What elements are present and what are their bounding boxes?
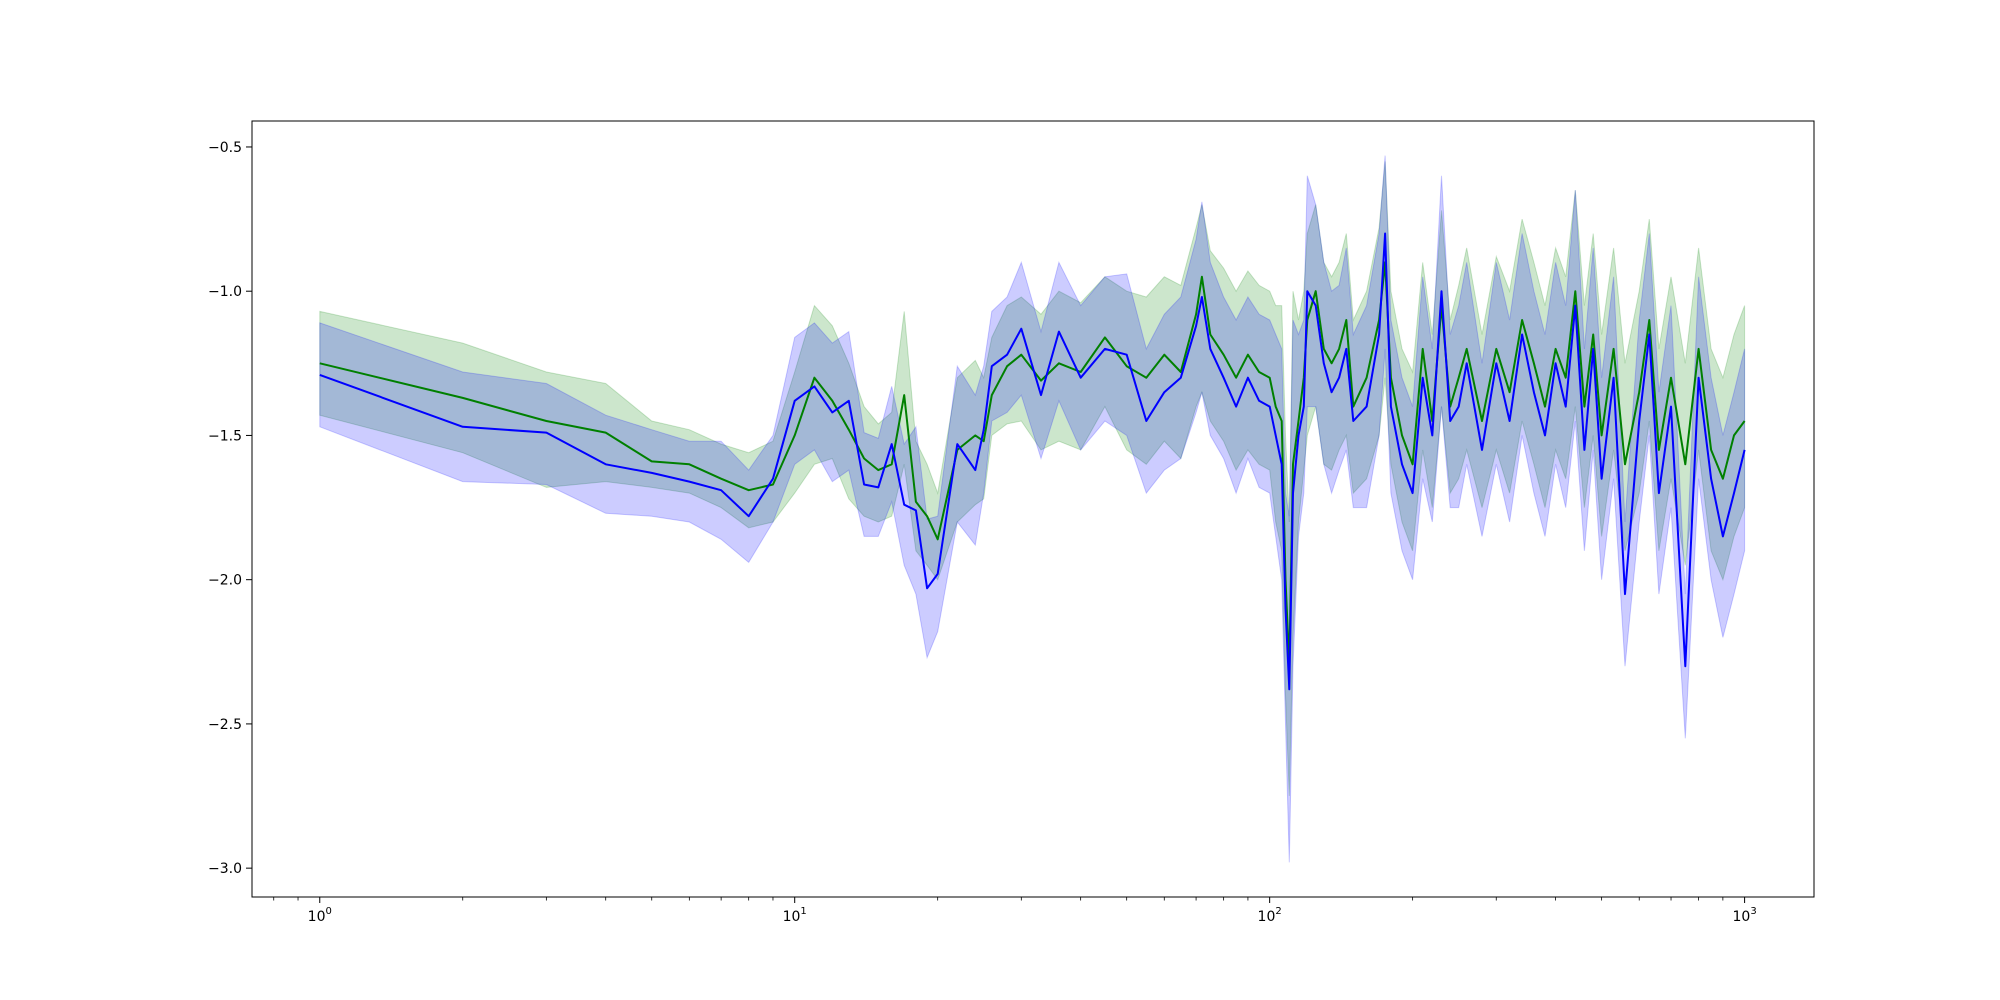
axes: 100 101 102 103 −0.5 −1.0 −1.5 −2.0 −2.5 −3.0 [208,140,1757,925]
x-tick-label: 102 [1258,906,1282,925]
line-series-2 [319,232,1746,691]
y-tick-label: −2.0 [208,573,242,589]
x-tick-label: 101 [783,906,807,925]
x-tick-label: 100 [308,906,332,925]
y-tick-label: −1.5 [208,428,242,444]
y-tick-label: −0.5 [208,140,242,156]
y-tick-label: −1.0 [208,284,242,300]
y-tick-label: −2.5 [208,717,242,733]
series-lines [319,232,1746,691]
y-tick-label: −3.0 [208,861,242,877]
plot-frame [251,120,1815,898]
confidence-bands [319,155,1746,863]
x-tick-label: 103 [1732,906,1756,925]
